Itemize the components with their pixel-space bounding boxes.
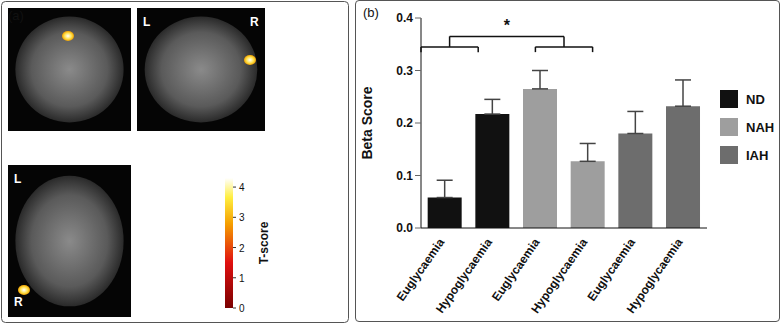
svg-text:Hypoglycaemia: Hypoglycaemia xyxy=(528,235,590,315)
svg-text:(a): (a) xyxy=(8,8,24,23)
svg-text:*: * xyxy=(504,17,511,34)
svg-text:Hypoglycaemia: Hypoglycaemia xyxy=(433,235,495,315)
svg-text:Euglycaemia: Euglycaemia xyxy=(394,235,448,303)
svg-text:0.4: 0.4 xyxy=(396,11,413,25)
svg-text:Hypoglycaemia: Hypoglycaemia xyxy=(624,235,686,315)
html-text:(b): (b) xyxy=(363,5,379,20)
svg-text:0.3: 0.3 xyxy=(396,64,413,78)
svg-text:0.0: 0.0 xyxy=(396,221,413,235)
svg-text:1: 1 xyxy=(239,273,245,284)
html-text:ND: ND xyxy=(746,91,765,107)
svg-text:4: 4 xyxy=(239,182,245,193)
svg-text:2: 2 xyxy=(239,243,245,254)
svg-text:0.1: 0.1 xyxy=(396,169,413,183)
svg-text:L: L xyxy=(14,172,21,186)
svg-text:0: 0 xyxy=(239,303,245,314)
svg-text:0.2: 0.2 xyxy=(396,116,413,130)
svg-text:Euglycaemia: Euglycaemia xyxy=(489,235,543,303)
html-text:IAH: IAH xyxy=(746,147,769,163)
svg-text:Beta Score: Beta Score xyxy=(359,86,375,159)
svg-text:3: 3 xyxy=(239,212,245,223)
svg-text:L: L xyxy=(143,15,150,29)
svg-text:Euglycaemia: Euglycaemia xyxy=(584,235,638,303)
svg-text:T-score: T-score xyxy=(257,221,271,264)
html-text:NAH: NAH xyxy=(746,119,775,135)
svg-text:R: R xyxy=(14,295,23,309)
svg-text:R: R xyxy=(250,15,259,29)
